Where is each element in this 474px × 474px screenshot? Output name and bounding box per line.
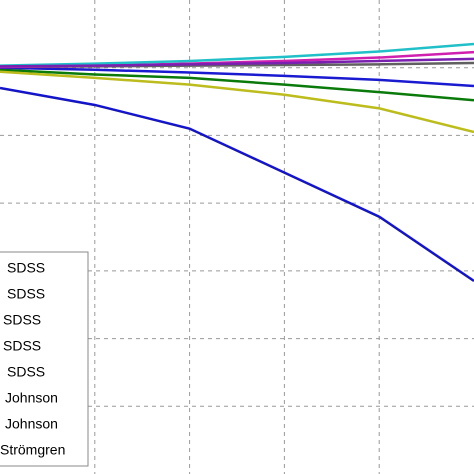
legend-label: Strömgren xyxy=(0,442,65,458)
legend-label: SDSS xyxy=(7,260,45,276)
series-line xyxy=(0,70,474,134)
legend-label: SDSS xyxy=(3,312,41,328)
series-line xyxy=(0,86,474,283)
legend: SDSS SDSS SDSS SDSS SDSS Johnson Johnson Strömg… xyxy=(0,251,89,467)
legend-label: SDSS xyxy=(7,364,45,380)
legend-box xyxy=(0,251,89,467)
plot-area xyxy=(0,42,474,283)
legend-label: Johnson xyxy=(5,416,58,432)
legend-label: SDSS xyxy=(7,286,45,302)
series-line xyxy=(0,42,474,67)
series-line xyxy=(0,57,474,68)
series-line xyxy=(0,68,474,102)
legend-label: Johnson xyxy=(5,390,58,406)
legend-label: SDSS xyxy=(3,338,41,354)
series-line xyxy=(0,66,474,88)
